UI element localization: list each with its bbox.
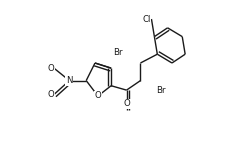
Text: O: O [47, 90, 54, 99]
Text: O: O [95, 91, 101, 100]
Text: N: N [66, 76, 73, 85]
Text: Cl: Cl [142, 15, 151, 24]
Text: O: O [47, 64, 54, 73]
Text: Br: Br [113, 48, 123, 57]
Text: O: O [123, 99, 130, 108]
Text: Br: Br [157, 86, 166, 95]
